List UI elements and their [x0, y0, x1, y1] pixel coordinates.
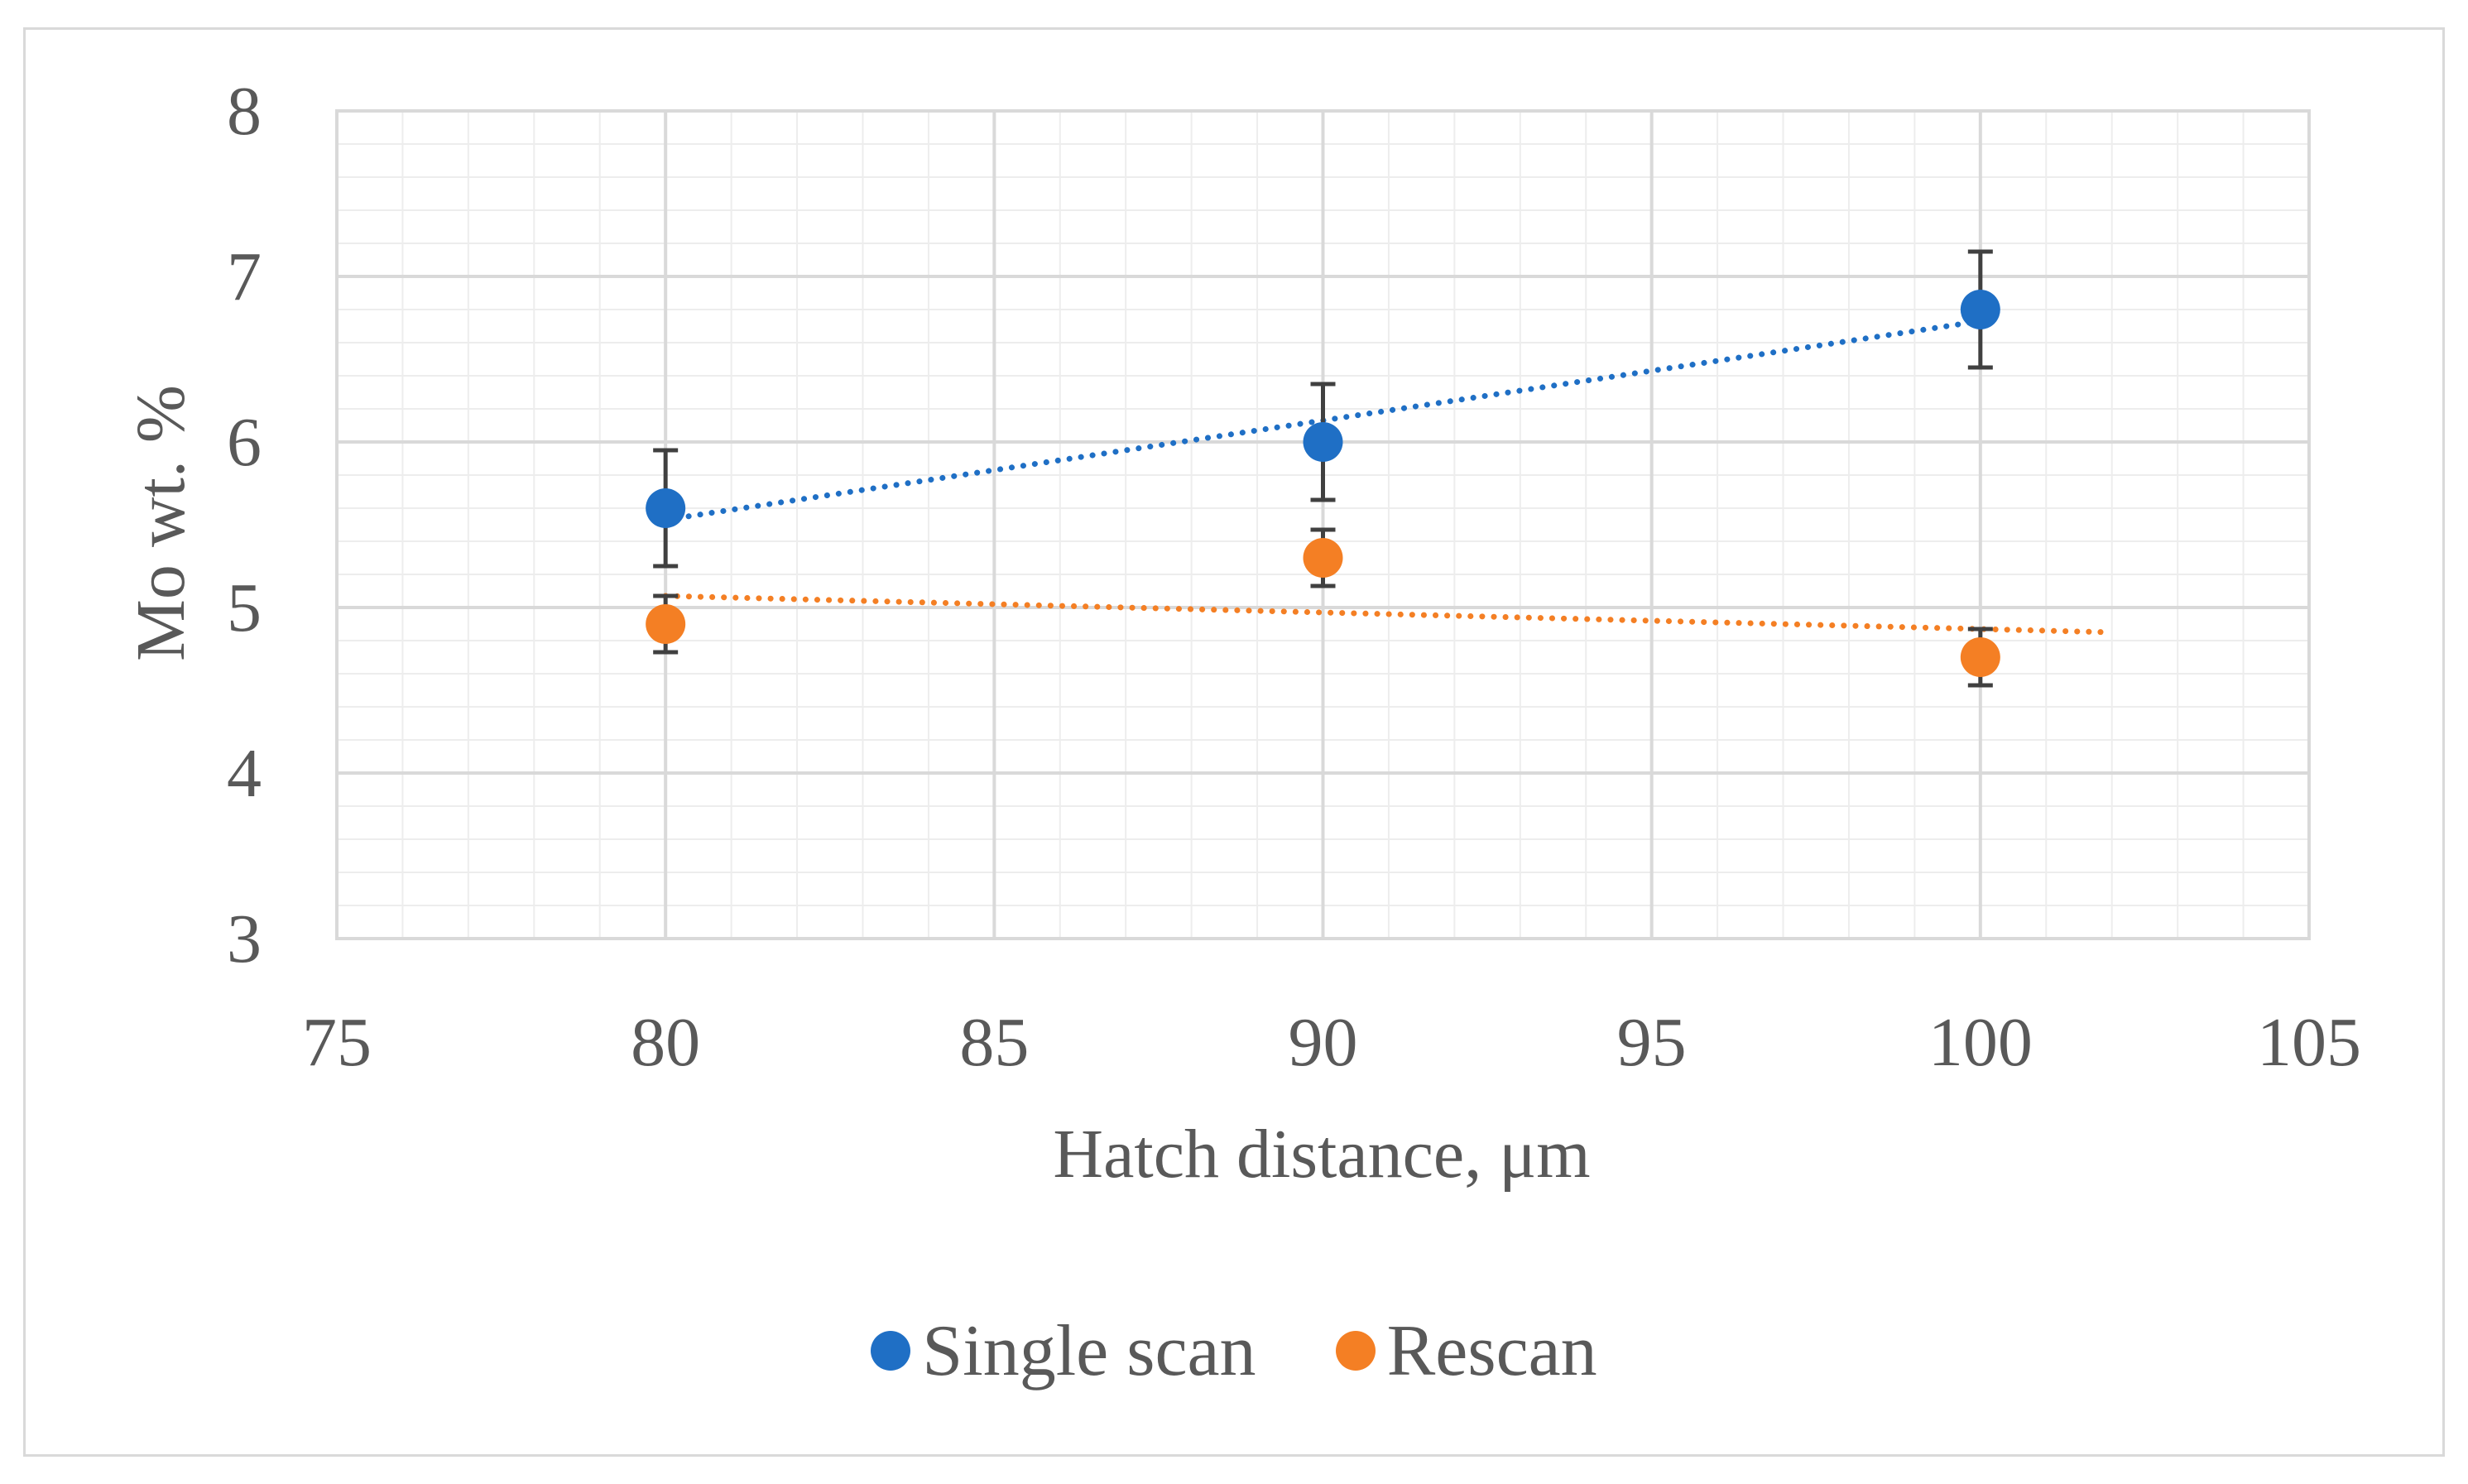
y-axis-title: Mo wt. %: [122, 385, 199, 661]
plot-area-frame: [335, 109, 2311, 940]
x-tick-label: 75: [302, 1004, 372, 1081]
data-point-rescan: [1960, 637, 2000, 677]
data-point-single-scan: [1960, 290, 2000, 329]
data-point-single-scan: [646, 488, 686, 528]
y-axis-tick-labels: 3 4 5 6 7 8: [227, 73, 262, 977]
legend-label-rescan: Rescan: [1386, 1310, 1597, 1391]
x-axis-title: Hatch distance, μm: [1053, 1116, 1590, 1193]
y-tick-label: 3: [227, 900, 262, 977]
major-gridlines: [335, 109, 2311, 940]
x-axis-tick-labels: 75 80 85 90 95 100 105: [302, 1004, 2361, 1081]
legend-item-rescan: Rescan: [1335, 1309, 1597, 1393]
legend-marker-single-scan: [871, 1331, 911, 1371]
data-point-rescan: [1303, 538, 1343, 578]
x-tick-label: 90: [1289, 1004, 1358, 1081]
legend-item-single-scan: Single scan: [871, 1309, 1256, 1393]
x-tick-label: 85: [959, 1004, 1029, 1081]
legend: Single scan Rescan: [0, 1301, 2468, 1400]
y-tick-label: 7: [227, 238, 262, 315]
data-point-rescan: [646, 604, 686, 644]
data-point-single-scan: [1303, 422, 1343, 462]
y-tick-label: 4: [227, 735, 262, 812]
data-points: [646, 290, 2000, 677]
y-tick-label: 8: [227, 73, 262, 150]
y-tick-label: 6: [227, 404, 262, 481]
x-tick-label: 95: [1617, 1004, 1687, 1081]
chart-frame: [23, 27, 2445, 1457]
legend-label-single-scan: Single scan: [922, 1310, 1256, 1391]
trendline-rescan: [662, 593, 2115, 636]
x-tick-label: 105: [2257, 1004, 2361, 1081]
legend-marker-rescan: [1335, 1331, 1376, 1371]
x-tick-label: 100: [1928, 1004, 2033, 1081]
plot-area-border: [335, 109, 2311, 940]
y-tick-label: 5: [227, 569, 262, 646]
x-tick-label: 80: [631, 1004, 700, 1081]
